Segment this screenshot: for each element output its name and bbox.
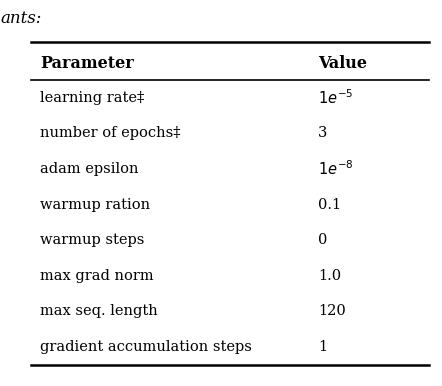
Text: adam epsilon: adam epsilon <box>40 162 138 176</box>
Text: max seq. length: max seq. length <box>40 304 157 318</box>
Text: max grad norm: max grad norm <box>40 269 153 283</box>
Text: $1e^{-5}$: $1e^{-5}$ <box>318 88 354 107</box>
Text: 3: 3 <box>318 126 328 141</box>
Text: 1: 1 <box>318 340 328 354</box>
Text: ants:: ants: <box>0 10 42 27</box>
Text: Parameter: Parameter <box>40 55 133 72</box>
Text: 120: 120 <box>318 304 346 318</box>
Text: learning rate‡: learning rate‡ <box>40 91 144 105</box>
Text: Value: Value <box>318 55 367 72</box>
Text: warmup ration: warmup ration <box>40 198 150 212</box>
Text: 0.1: 0.1 <box>318 198 341 212</box>
Text: warmup steps: warmup steps <box>40 233 144 247</box>
Text: number of epochs‡: number of epochs‡ <box>40 126 180 141</box>
Text: $1e^{-8}$: $1e^{-8}$ <box>318 159 354 178</box>
Text: 0: 0 <box>318 233 328 247</box>
Text: 1.0: 1.0 <box>318 269 341 283</box>
Text: gradient accumulation steps: gradient accumulation steps <box>40 340 251 354</box>
